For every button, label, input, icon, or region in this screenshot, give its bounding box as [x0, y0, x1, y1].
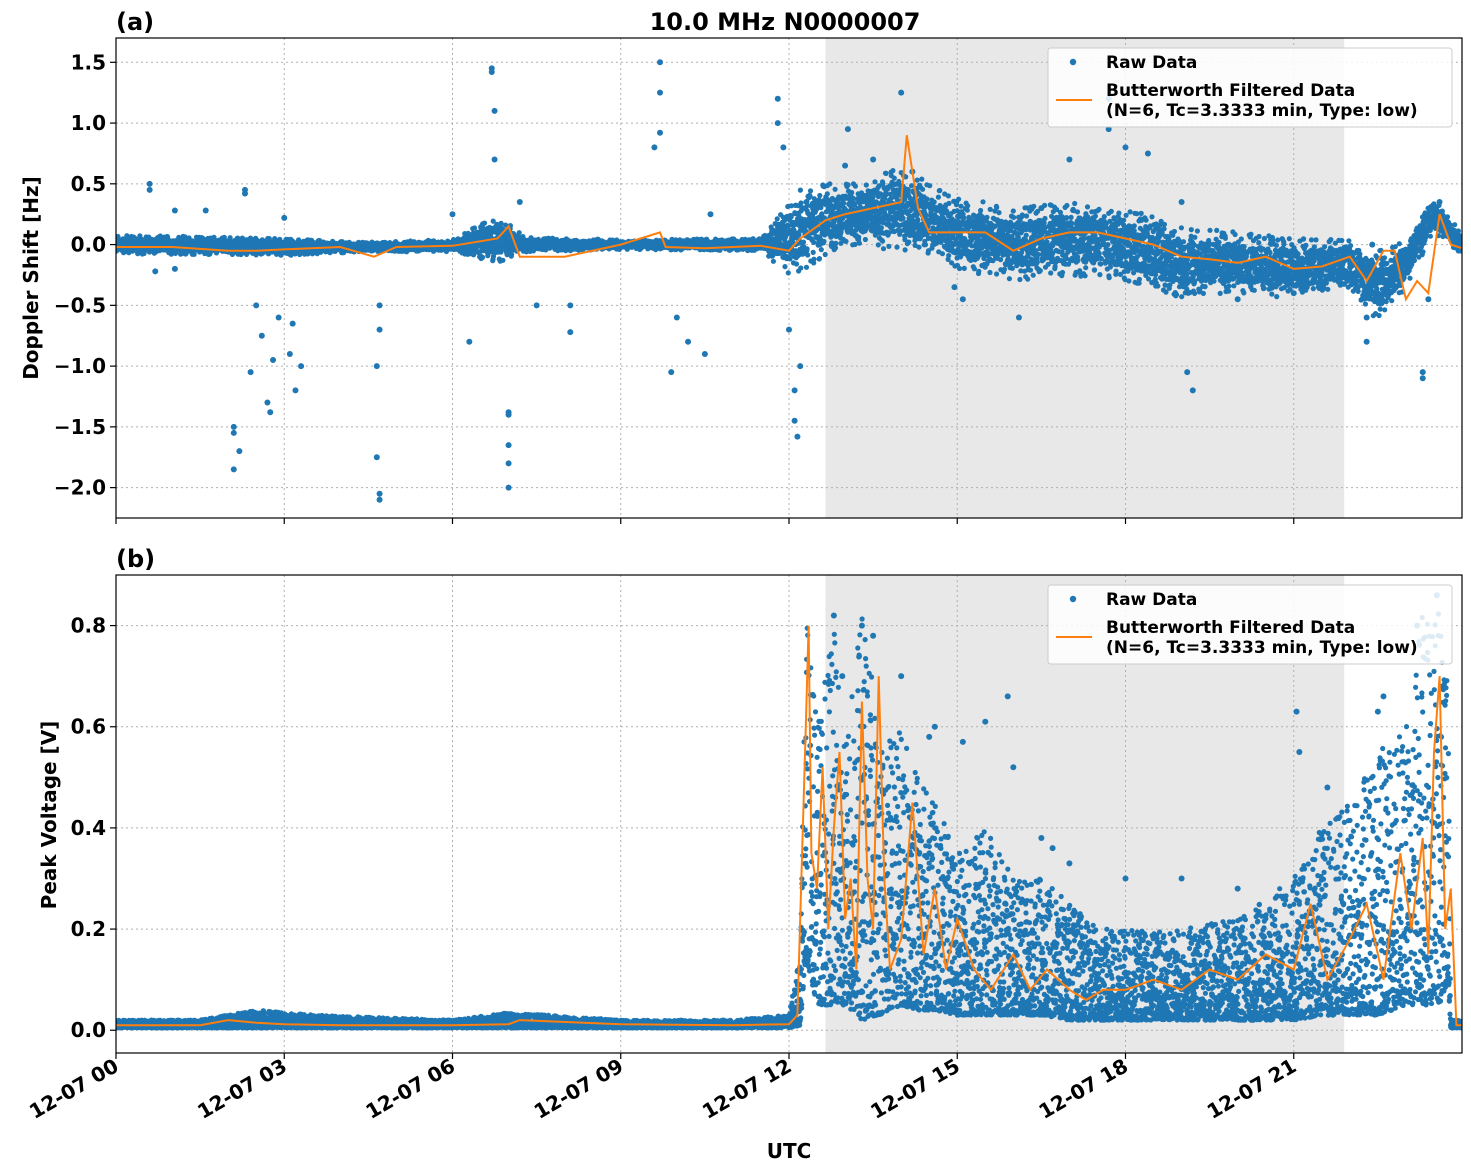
raw-data-point [827, 181, 833, 187]
raw-data-point [818, 247, 824, 253]
raw-data-point [810, 249, 816, 255]
raw-data-point [807, 188, 814, 194]
raw-data-point [804, 246, 810, 252]
raw-data-point [481, 220, 488, 226]
raw-data-point [509, 252, 515, 258]
raw-data-point [227, 235, 233, 241]
raw-data-point [803, 264, 810, 270]
panel-a-doppler: (a) Doppler Shift [Hz] 1.51.00.50.0−0.5−… [19, 8, 1463, 524]
raw-data-point [774, 216, 780, 222]
raw-data-point [516, 230, 522, 236]
raw-data-point [816, 256, 823, 262]
raw-data-point [856, 234, 862, 240]
raw-data-point [832, 245, 839, 251]
plot-area [116, 59, 1462, 503]
raw-data-point [856, 240, 863, 246]
raw-data-point [798, 265, 804, 271]
panel-a-ylabel: Doppler Shift [Hz] [19, 176, 43, 380]
raw-data-point [852, 183, 859, 189]
raw-data-point [480, 254, 486, 260]
raw-data-point [824, 191, 830, 197]
raw-data-point [797, 187, 804, 193]
raw-data-point [782, 264, 788, 270]
raw-data-point [805, 252, 811, 258]
raw-data-point [821, 238, 827, 244]
raw-data-point [833, 240, 839, 246]
raw-data-point [817, 192, 823, 199]
raw-data-point [849, 189, 855, 196]
raw-data-point [811, 239, 817, 245]
raw-data-point [498, 220, 504, 226]
raw-data-point [845, 182, 851, 188]
raw-data-point [843, 238, 849, 244]
raw-data-point [841, 200, 847, 206]
raw-data-point [793, 261, 800, 267]
raw-data-point [770, 258, 777, 264]
raw-data-point [500, 257, 506, 263]
figure-title: 10.0 MHz N0000007 [650, 8, 921, 36]
raw-data-point [124, 233, 130, 239]
panel-a-label: (a) [116, 8, 154, 36]
raw-data-point [832, 186, 838, 192]
raw-data-point [785, 270, 791, 276]
raw-data-point [798, 200, 804, 206]
raw-data-point [822, 251, 828, 258]
raw-data-point [811, 256, 817, 262]
